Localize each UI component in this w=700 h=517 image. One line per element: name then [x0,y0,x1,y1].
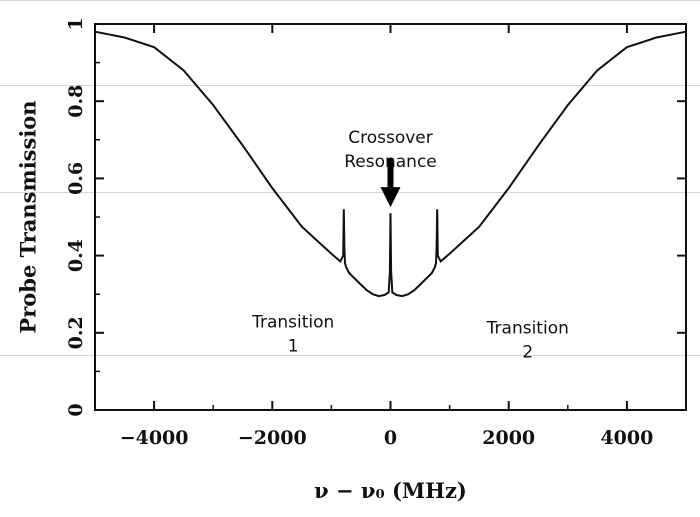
x-tick-label: 4000 [600,427,653,449]
y-tick-label: 1 [65,17,87,30]
x-tick-label: −4000 [120,427,189,449]
tick-marks [95,23,686,411]
annotation-transition-1: Transition 1 [251,312,334,356]
annotation-transition-2-line: 2 [522,342,533,362]
annotation-arrow-head [380,187,401,208]
y-tick-label: 0 [65,403,87,416]
y-tick-label: 0.2 [65,316,87,349]
annotation-transition-1-line: Transition [251,312,334,332]
annotation-transition-2-line: Transition [486,318,569,338]
y-axis-label: Probe Transmission [16,100,41,333]
x-axis-label: ν − ν₀ (MHz) [314,478,467,503]
annotations: Transition1CrossoverResonanceTransition2 [251,128,569,362]
annotation-transition-1-line: 1 [288,336,299,356]
y-tick-label: 0.6 [65,162,87,195]
background-lines [0,0,700,356]
x-tick-label: 2000 [482,427,535,449]
annotation-crossover-resonance-line: Crossover [348,128,433,148]
x-tick-label: −2000 [238,427,307,449]
x-tick-label: 0 [384,427,397,449]
series-line-probe-transmission [94,30,687,298]
y-tick-label: 0.8 [65,85,87,118]
y-tick-label: 0.4 [65,239,87,272]
annotation-transition-2: Transition 2 [486,318,569,362]
tick-labels: −4000 −2000 0 2000 4000 0 0.2 0.4 0.6 0.8 1 [65,17,653,449]
